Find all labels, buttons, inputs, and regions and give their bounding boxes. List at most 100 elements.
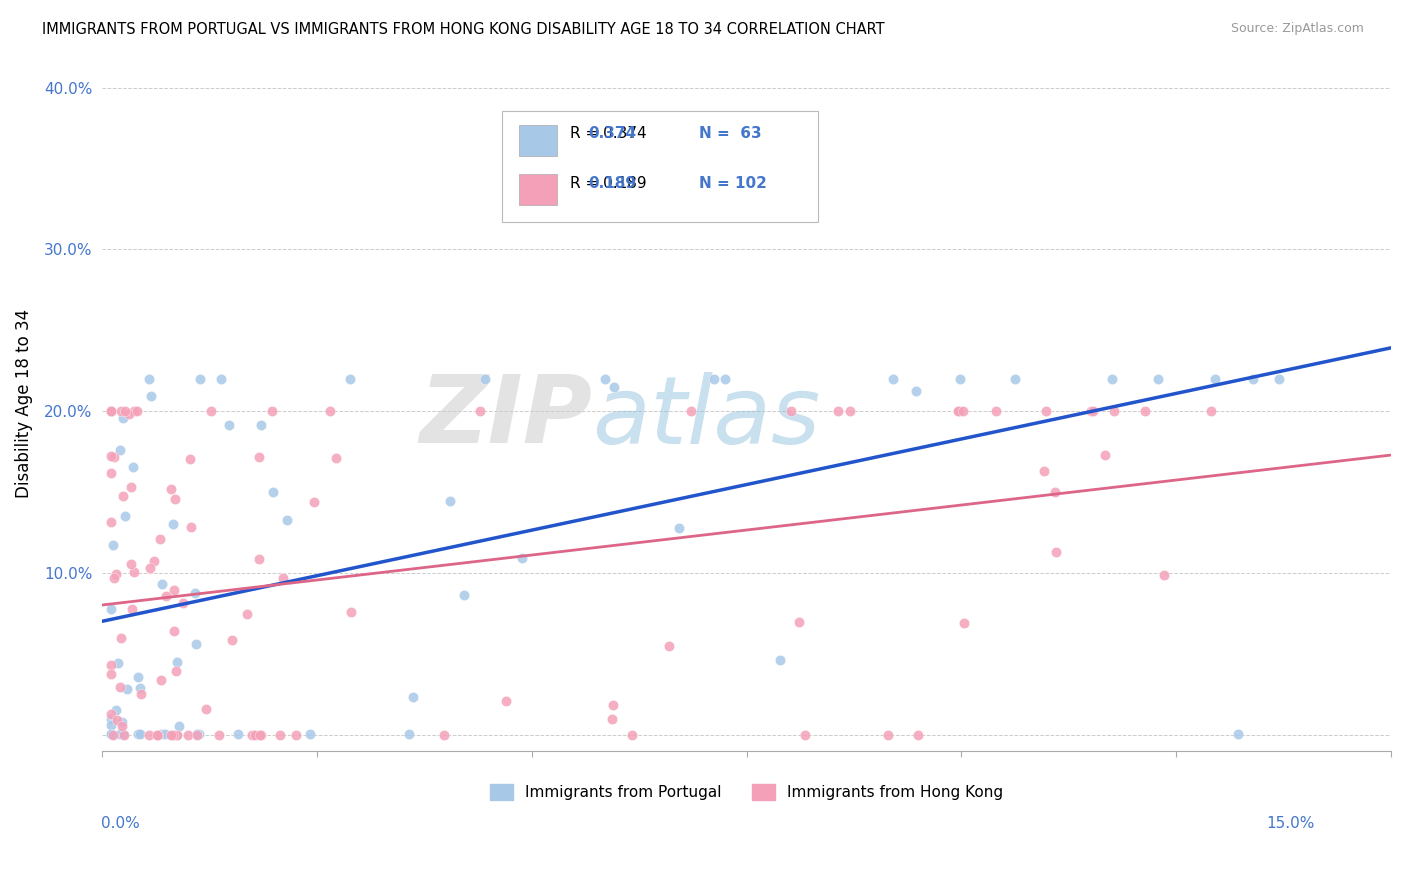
Point [180,520,202,534]
Point [907,728,929,742]
Point [149,532,172,546]
Text: 0.374: 0.374 [588,126,637,141]
Point [235,607,257,621]
Point [162,728,184,742]
Point [150,576,173,591]
Point [100,450,122,464]
Point [110,404,132,418]
Point [474,372,496,386]
Point [453,588,475,602]
Point [208,728,231,742]
Y-axis label: Disability Age 18 to 34: Disability Age 18 to 34 [15,309,32,498]
Point [250,418,273,433]
Point [398,726,420,740]
Point [120,558,142,572]
Point [100,712,122,726]
Point [112,726,135,740]
Point [177,728,200,742]
Point [101,538,124,552]
Point [1102,404,1125,418]
Point [827,404,849,418]
Point [100,404,122,418]
Point [439,493,461,508]
Point [302,495,325,509]
Point [1032,464,1054,478]
Point [245,728,267,742]
Point [1241,372,1264,386]
Point [285,728,308,742]
Point [200,404,222,418]
Point [1101,372,1123,386]
Point [100,404,122,418]
Point [188,372,211,386]
Point [249,728,271,742]
Point [1133,404,1156,418]
Point [100,515,122,529]
Point [110,715,132,730]
Point [127,726,149,740]
Point [101,728,124,742]
Point [100,404,122,418]
Point [143,553,166,567]
Point [339,372,361,386]
Point [838,404,860,418]
Point [155,589,177,603]
Point [107,656,129,670]
Point [111,411,134,425]
Point [602,698,624,713]
Point [186,637,208,651]
Point [794,728,817,742]
Point [100,658,122,673]
Point [769,653,792,667]
Point [1081,404,1104,418]
Point [226,726,249,740]
Point [240,728,263,742]
Point [195,702,218,716]
Text: R = 0.189: R = 0.189 [569,177,647,192]
Point [166,656,188,670]
Point [138,728,160,742]
Point [187,726,209,740]
Point [948,404,970,418]
Point [298,726,321,740]
Point [162,517,184,532]
Point [668,521,690,535]
Point [247,450,270,465]
Text: atlas: atlas [592,372,820,463]
Text: N =  63: N = 63 [699,126,762,141]
Point [122,459,145,474]
Point [120,479,142,493]
Point [339,606,361,620]
Point [110,632,132,646]
Point [603,380,626,394]
Point [221,632,243,647]
Point [100,602,122,616]
Point [149,726,172,740]
Point [1004,372,1026,386]
Legend: Immigrants from Portugal, Immigrants from Hong Kong: Immigrants from Portugal, Immigrants fro… [484,779,1010,806]
Point [108,726,131,740]
Text: ZIP: ZIP [419,371,592,463]
Point [1147,372,1170,386]
Point [105,713,128,727]
FancyBboxPatch shape [519,125,557,156]
Point [1268,372,1291,386]
Point [877,728,900,742]
Point [100,706,122,721]
Point [167,719,190,733]
Point [160,482,183,496]
Point [172,595,194,609]
Point [262,485,284,500]
Point [100,726,122,740]
Point [160,728,183,742]
Point [108,680,131,694]
Point [714,372,737,386]
Point [882,372,904,386]
Point [1045,545,1067,559]
Point [186,728,208,742]
Point [129,687,152,701]
Point [273,572,295,586]
Point [780,404,803,418]
Point [209,372,232,386]
Point [1035,404,1057,418]
